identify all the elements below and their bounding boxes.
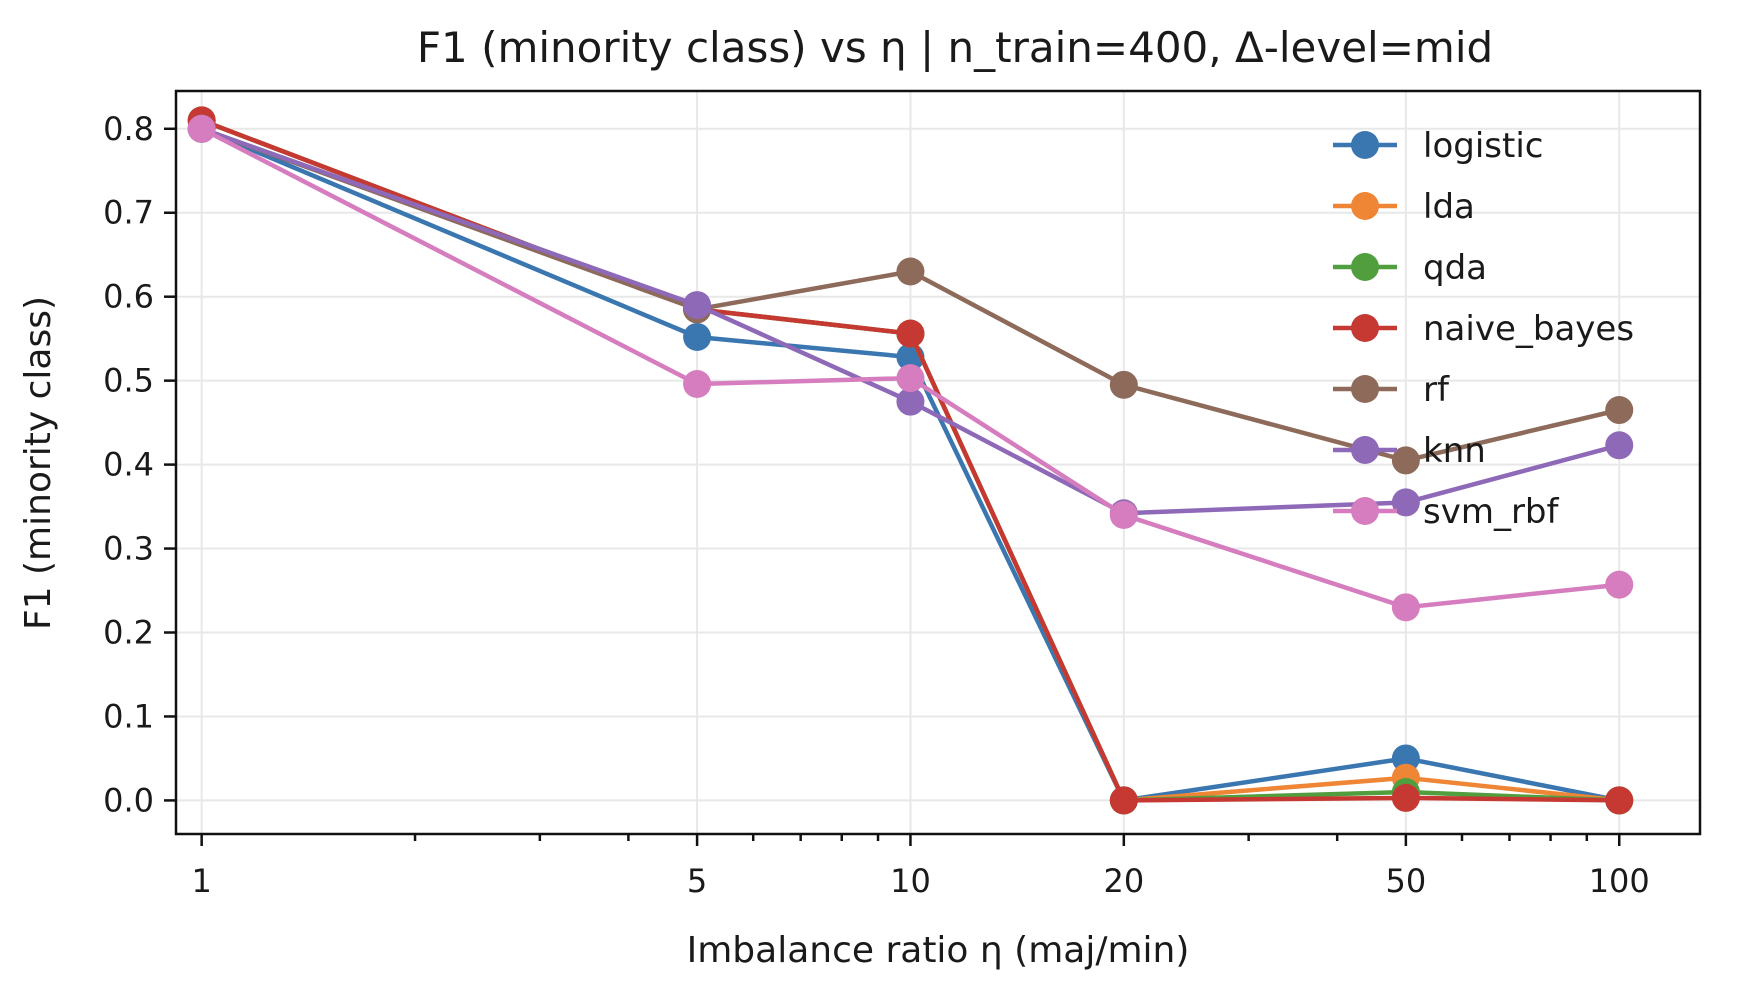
legend-item-qda: qda [1333, 248, 1487, 288]
series-svm-rbf [187, 114, 1634, 622]
x-tick-label: 10 [890, 862, 931, 900]
plot-frame [174, 89, 1702, 836]
legend-label: naive_bayes [1423, 309, 1634, 349]
y-tick-label: 0.7 [103, 194, 154, 232]
data-point [1391, 593, 1420, 622]
data-point [1605, 396, 1634, 425]
legend-item-svm-rbf: svm_rbf [1333, 492, 1560, 532]
y-axis-label: F1 (minority class) [18, 296, 59, 630]
data-point [896, 257, 925, 286]
data-point [896, 319, 925, 348]
legend-marker [1351, 497, 1379, 525]
legend-label: rf [1423, 370, 1450, 410]
legend-item-rf: rf [1333, 370, 1450, 410]
legend-marker [1351, 314, 1379, 342]
data-point [1605, 431, 1634, 460]
x-tick-label: 1 [191, 862, 211, 900]
axis-ticks: 0.0 0.1 0.2 0.3 0.4 0.5 0.6 0.7 0.8 1 5 10 20 50 100 [103, 110, 1650, 900]
x-axis-label: Imbalance ratio η (maj/min) [687, 930, 1190, 971]
legend-marker [1351, 253, 1379, 281]
data-point [1109, 786, 1138, 815]
legend-label: knn [1423, 431, 1486, 471]
data-point [683, 291, 712, 320]
y-tick-label: 0.4 [103, 446, 154, 484]
legend-label: qda [1423, 248, 1487, 288]
data-point [1391, 488, 1420, 517]
data-point [187, 114, 216, 143]
data-point [1391, 744, 1420, 773]
x-tick-label: 100 [1589, 862, 1650, 900]
data-point [683, 322, 712, 351]
y-tick-label: 0.6 [103, 278, 154, 316]
y-tick-label: 0.5 [103, 362, 154, 400]
y-tick-label: 0.0 [103, 781, 154, 819]
legend-marker [1351, 192, 1379, 220]
legend-label: svm_rbf [1423, 492, 1560, 532]
legend-item-lda: lda [1333, 187, 1475, 227]
x-tick-label: 20 [1103, 862, 1144, 900]
data-point [1109, 500, 1138, 529]
legend-item-knn: knn [1333, 431, 1486, 471]
data-point [896, 387, 925, 416]
legend-label: logistic [1423, 126, 1543, 166]
y-tick-label: 0.2 [103, 614, 154, 652]
data-point [1605, 570, 1634, 599]
x-tick-label: 50 [1386, 862, 1427, 900]
y-tick-label: 0.1 [103, 697, 154, 735]
series-line [200, 126, 1620, 610]
data-point [683, 370, 712, 399]
series-line [200, 126, 1620, 463]
legend-label: lda [1423, 187, 1475, 227]
legend-marker [1351, 375, 1379, 403]
legend-item-naive-bayes: naive_bayes [1333, 309, 1634, 349]
series-line [200, 126, 1620, 803]
data-point [1605, 786, 1634, 815]
series-group [187, 106, 1634, 815]
legend-marker [1351, 436, 1379, 464]
series-line [200, 126, 1620, 516]
data-point [1109, 370, 1138, 399]
legend-item-logistic: logistic [1333, 126, 1543, 166]
data-point [1391, 783, 1420, 812]
y-tick-label: 0.3 [103, 530, 154, 568]
y-tick-label: 0.8 [103, 110, 154, 148]
x-tick-label: 5 [687, 862, 707, 900]
data-point [896, 364, 925, 393]
data-point [1391, 446, 1420, 475]
chart-title: F1 (minority class) vs η | n_train=400, … [417, 23, 1493, 72]
legend-marker [1351, 131, 1379, 159]
